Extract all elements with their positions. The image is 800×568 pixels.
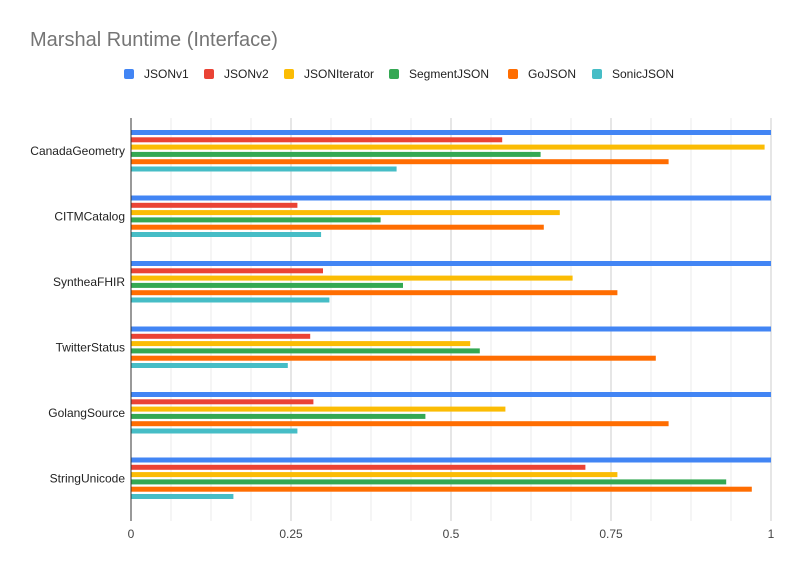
bar-segmentjson-citmcatalog xyxy=(131,217,381,223)
bar-jsonv2-syntheafhir xyxy=(131,268,323,274)
bar-segmentjson-stringunicode xyxy=(131,479,727,485)
bar-jsonv2-citmcatalog xyxy=(131,202,298,208)
bar-jsoniterator-golangsource xyxy=(131,406,506,412)
bar-sonicjson-canadageometry xyxy=(131,166,397,172)
legend-item: JSONIterator xyxy=(284,67,374,81)
bar-segmentjson-syntheafhir xyxy=(131,282,403,288)
y-category-label: SyntheaFHIR xyxy=(53,275,125,289)
y-category-label: CanadaGeometry xyxy=(30,144,125,158)
bar-sonicjson-golangsource xyxy=(131,428,298,434)
legend-label: SonicJSON xyxy=(612,67,675,81)
legend-label: JSONIterator xyxy=(304,67,375,81)
legend-item: SonicJSON xyxy=(592,67,674,81)
legend-label: JSONv1 xyxy=(144,67,189,81)
bar-jsoniterator-syntheafhir xyxy=(131,275,573,281)
legend-item: SegmentJSON xyxy=(389,67,489,81)
legend-swatch xyxy=(389,69,399,79)
legend-label: GoJSON xyxy=(528,67,577,81)
legend-item: JSONv2 xyxy=(204,67,269,81)
bar-sonicjson-twitterstatus xyxy=(131,363,288,368)
bar-jsonv2-golangsource xyxy=(131,399,314,405)
x-tick-label: 0.5 xyxy=(443,527,460,541)
legend-swatch xyxy=(204,69,214,79)
bar-gojson-syntheafhir xyxy=(131,290,618,296)
y-category-label: GolangSource xyxy=(48,406,125,420)
legend: JSONv1 JSONv2 JSONIterator SegmentJSON GoJSO… xyxy=(0,67,800,89)
legend-label: JSONv2 xyxy=(224,67,269,81)
bar-jsonv1-canadageometry xyxy=(131,130,771,135)
bar-segmentjson-twitterstatus xyxy=(131,348,480,354)
bar-segmentjson-canadageometry xyxy=(131,151,541,157)
bar-jsonv1-syntheafhir xyxy=(131,261,771,266)
y-category-label: CITMCatalog xyxy=(54,209,125,223)
x-tick-label: 0 xyxy=(128,527,135,541)
bar-jsonv1-citmcatalog xyxy=(131,195,771,201)
legend-swatch xyxy=(124,69,134,79)
bar-jsonv1-golangsource xyxy=(131,392,771,397)
bar-gojson-golangsource xyxy=(131,421,669,427)
bar-jsonv2-twitterstatus xyxy=(131,333,311,339)
chart-title: Marshal Runtime (Interface) xyxy=(30,29,278,51)
bar-jsonv1-twitterstatus xyxy=(131,326,771,332)
x-tick-label: 0.25 xyxy=(279,527,303,541)
bar-jsoniterator-citmcatalog xyxy=(131,210,560,216)
x-tick-label: 0.75 xyxy=(599,527,623,541)
x-tick-label: 1 xyxy=(768,527,775,541)
bar-gojson-stringunicode xyxy=(131,486,752,492)
legend-label: SegmentJSON xyxy=(409,67,490,81)
y-category-label: TwitterStatus xyxy=(56,340,125,354)
legend-swatch xyxy=(284,69,294,79)
bar-jsoniterator-twitterstatus xyxy=(131,341,471,347)
bar-segmentjson-golangsource xyxy=(131,413,426,419)
bar-jsoniterator-canadageometry xyxy=(131,144,765,150)
bar-sonicjson-citmcatalog xyxy=(131,232,322,237)
legend-item: JSONv1 xyxy=(124,67,189,81)
y-category-label: StringUnicode xyxy=(50,471,126,485)
bar-jsoniterator-stringunicode xyxy=(131,472,618,478)
bar-gojson-twitterstatus xyxy=(131,355,656,361)
bar-gojson-canadageometry xyxy=(131,159,669,165)
bar-sonicjson-syntheafhir xyxy=(131,297,330,303)
bar-sonicjson-stringunicode xyxy=(131,494,234,499)
bar-gojson-citmcatalog xyxy=(131,224,544,230)
bar-jsonv1-stringunicode xyxy=(131,457,771,463)
legend-swatch xyxy=(592,69,602,79)
legend-item: GoJSON xyxy=(508,67,576,81)
legend-swatch xyxy=(508,69,518,79)
bar-jsonv2-stringunicode xyxy=(131,464,586,470)
bar-jsonv2-canadageometry xyxy=(131,137,503,143)
